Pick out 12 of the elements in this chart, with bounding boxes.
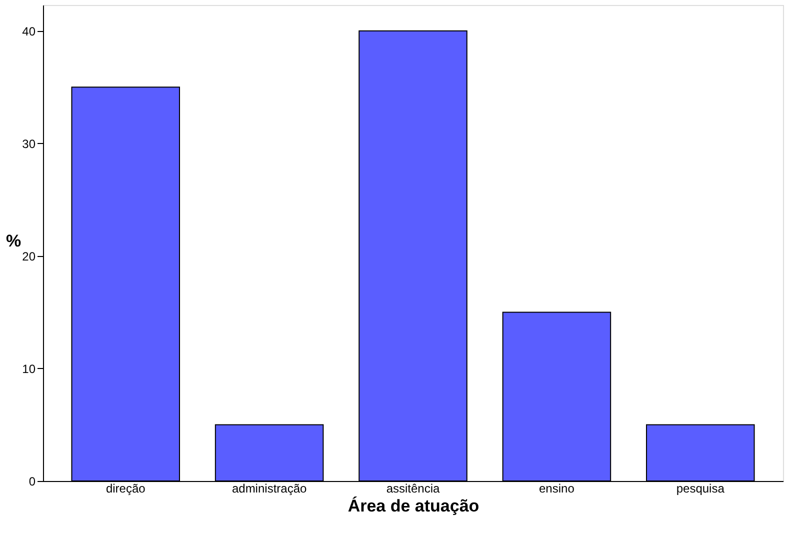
y-tick-label: 10 [22, 362, 36, 376]
x-tick-label: direção [106, 482, 146, 496]
y-tick-label: 30 [22, 136, 36, 151]
x-tick-label: pesquisa [676, 482, 725, 496]
x-tick-label: ensino [539, 482, 575, 496]
x-axis-title: Área de atuação [348, 496, 480, 516]
y-tick-label: 0 [28, 474, 36, 488]
x-tick-label: assitência [386, 482, 440, 496]
y-axis-title: % [6, 232, 22, 250]
y-tick-label: 40 [22, 24, 36, 38]
x-tick-label: administração [232, 482, 307, 496]
y-tick-label: 20 [22, 249, 36, 264]
